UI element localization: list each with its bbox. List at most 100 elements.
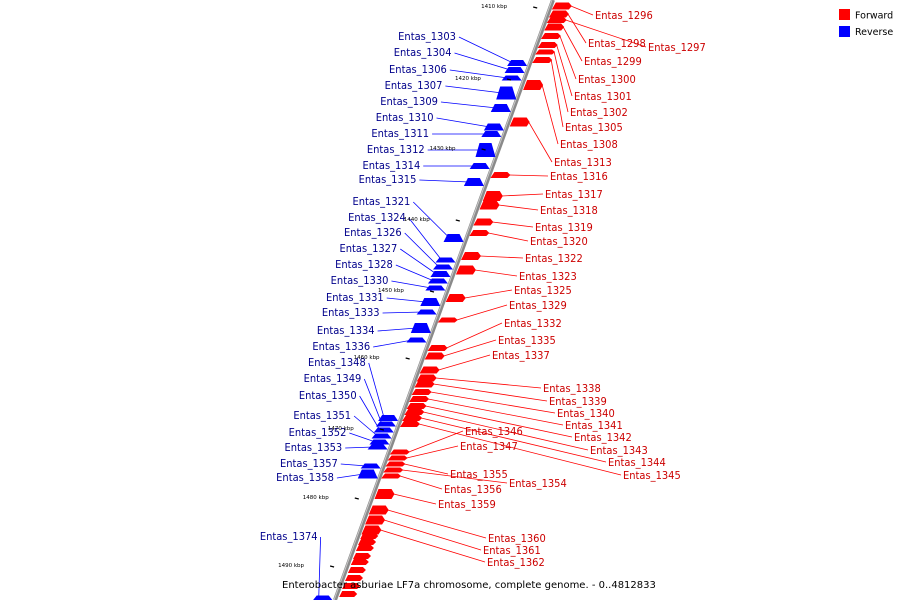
gene-label-entas-1314: Entas_1314 [362,159,420,172]
gene-feature-entas-1357 [360,463,381,469]
leader-line [413,201,450,239]
tick-label: 1420 kbp [455,76,481,82]
tick-label: 1410 kbp [481,4,507,10]
gene-label-entas-1347: Entas_1347 [460,440,518,453]
map-caption: Enterobacter asburiae LF7a chromosome, c… [282,580,656,591]
gene-feature-entas-1296 [551,2,572,10]
gene-label-entas-1359: Entas_1359 [438,498,496,511]
legend: Forward Reverse [839,9,893,38]
leader-line [553,51,569,113]
gene-feature-entas-1302 [535,49,556,55]
gene-label-entas-1298: Entas_1298 [588,37,646,50]
gene-label-entas-1344: Entas_1344 [608,456,666,469]
leader-line [373,339,413,348]
gene-feature-entas-1320 [469,230,490,236]
gene-feature-entas-1348 [378,415,399,421]
gene-feature [358,539,377,545]
gene-feature-entas-1305 [532,57,553,63]
gene-label-entas-1297: Entas_1297 [648,41,706,54]
tick-mark [481,148,486,151]
gene-feature-entas-1310 [483,123,504,131]
leader-line [402,469,508,484]
gene-feature [355,545,374,551]
gene-label-entas-1302: Entas_1302 [570,106,628,119]
gene-label-entas-1313: Entas_1313 [554,156,612,169]
gene-feature-entas-1319 [473,218,494,226]
gene-labels: Entas_1303 Entas_1304 Entas_1306 Entas_1307… [260,9,706,569]
tick-label: 1480 kbp [303,495,329,501]
leader-line [406,445,459,459]
gene-feature-entas-1362 [361,525,382,535]
leader-line [559,35,577,80]
gene-label-entas-1300: Entas_1300 [578,73,636,86]
gene-feature-entas-1356 [381,473,402,479]
gene-label-entas-1324: Entas_1324 [348,211,406,224]
leader-line [445,85,503,94]
gene-label-entas-1337: Entas_1337 [492,349,550,362]
gene-label-entas-1306: Entas_1306 [389,63,447,76]
leader-line [368,362,385,419]
gene-label-entas-1357: Entas_1357 [280,457,338,470]
tick-label: 1430 kbp [430,146,456,152]
gene-feature-entas-1343 [404,409,425,415]
gene-feature-entas-1338 [416,374,437,382]
gene-label-entas-1307: Entas_1307 [385,79,443,92]
leader-line [501,193,544,197]
gene-label-entas-1316: Entas_1316 [550,170,608,183]
leader-line [443,339,497,357]
gene-feature-entas-1359 [374,489,395,499]
gene-label-entas-1312: Entas_1312 [367,143,425,156]
gene-feature-entas-1307 [496,86,517,100]
gene-label-entas-1329: Entas_1329 [509,299,567,312]
tick-label: 1440 kbp [404,217,430,223]
backbone-highlight [333,0,553,600]
leader-line [449,69,508,79]
gene-label-entas-1356: Entas_1356 [444,483,502,496]
gene-feature-entas-1314 [469,163,490,169]
gene-label-entas-1322: Entas_1322 [525,252,583,265]
gene-feature-entas-1337 [419,366,440,374]
gene-feature-entas-1299 [544,23,565,31]
gene-feature-entas-1334 [410,323,431,333]
leader-line [380,529,486,563]
leader-line [423,411,589,451]
gene-label-entas-1328: Entas_1328 [335,258,393,271]
leader-line [464,289,513,299]
gene-feature-entas-1303 [507,60,528,66]
gene-label-entas-1308: Entas_1308 [560,138,618,151]
leader-line [400,248,437,275]
gene-label-entas-1340: Entas_1340 [557,407,615,420]
gene-feature-entas-1346 [389,449,410,455]
gene-label-entas-1301: Entas_1301 [574,90,632,103]
tick-label: 1460 kbp [354,355,380,361]
leader-line [567,13,587,44]
tick-mark [329,565,335,568]
gene-label-entas-1334: Entas_1334 [317,324,375,337]
leader-line [474,269,518,277]
gene-label-entas-1350: Entas_1350 [299,389,357,402]
gene-feature-entas-1352 [369,439,390,445]
gene-feature-entas-1317 [482,191,503,201]
label-leader-lines [318,5,647,599]
leader-line [395,264,435,282]
gene-label-entas-1327: Entas_1327 [340,242,398,255]
leader-line [421,417,607,463]
gene-feature-entas-1344 [402,415,423,421]
gene-label-entas-1326: Entas_1326 [344,226,402,239]
leader-line [349,432,376,443]
leader-line [562,26,583,62]
leader-line [430,391,556,414]
gene-feature-entas-1360 [368,505,389,515]
gene-label-entas-1299: Entas_1299 [584,55,642,68]
gene-feature-entas-1358 [357,469,378,479]
gene-feature-entas-1316 [490,172,511,178]
leader-line [377,327,417,332]
leader-line [556,44,573,97]
leader-line [488,232,529,242]
gene-feature-entas-1315 [463,178,484,186]
gene-label-entas-1310: Entas_1310 [376,111,434,124]
backbone [333,0,555,600]
gene-label-entas-1351: Entas_1351 [293,409,351,422]
gene-label-entas-1333: Entas_1333 [322,306,380,319]
